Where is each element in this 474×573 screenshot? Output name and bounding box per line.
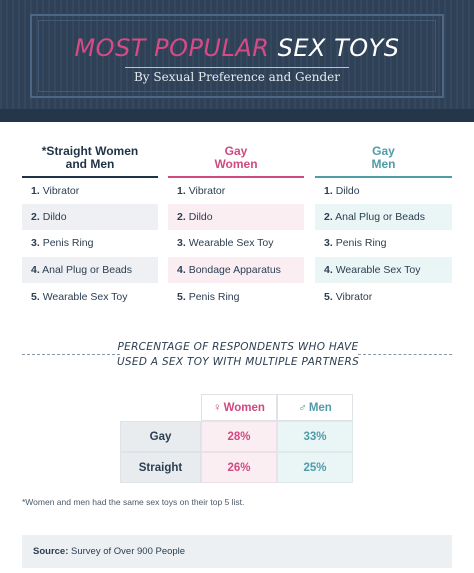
toy-label: Dildo [42, 211, 67, 223]
toy-label: Anal Plug or Beads [335, 211, 426, 223]
list-item: 4. Anal Plug or Beads [22, 257, 158, 283]
rank-number: 4. [324, 264, 333, 276]
rank-number: 1. [177, 185, 186, 197]
rank-number: 4. [177, 264, 186, 276]
column-heading-line: Men [371, 157, 396, 171]
column-heading-line: Gay [372, 144, 395, 158]
section-title-line: USED A SEX TOY WITH MULTIPLE PARTNERS [116, 356, 360, 368]
section-title: PERCENTAGE OF RESPONDENTS WHO HAVE USED … [110, 340, 366, 370]
rank-number: 3. [31, 237, 40, 249]
column-underline-gay-women [168, 176, 304, 178]
toy-label: Penis Ring [188, 291, 240, 303]
toy-label: Wearable Sex Toy [335, 264, 421, 276]
toy-label: Wearable Sex Toy [188, 237, 274, 249]
list-item: 1. Dildo [315, 178, 452, 204]
table-cell-women: 28% [201, 421, 277, 452]
table-cell-women: 26% [201, 452, 277, 483]
column-heading-line: Gay [224, 144, 248, 158]
rank-number: 5. [31, 291, 40, 303]
rank-number: 4. [31, 264, 40, 276]
female-icon: ♀ [213, 402, 222, 414]
page-subtitle: By Sexual Preference and Gender [133, 70, 340, 84]
list-item: 1. Vibrator [22, 178, 158, 204]
list-item: 1. Vibrator [168, 178, 304, 204]
rank-number: 2. [177, 211, 186, 223]
list-item: 4. Wearable Sex Toy [315, 257, 452, 283]
toy-label: Vibrator [335, 291, 373, 303]
table-cell-men: 25% [277, 452, 353, 483]
rank-number: 5. [324, 291, 333, 303]
rank-number: 5. [177, 291, 186, 303]
title-frame-outer [30, 14, 444, 98]
list-item: 5. Vibrator [315, 284, 452, 310]
content-card [0, 122, 474, 573]
toy-label: Dildo [335, 185, 360, 197]
table-header-label: Women [223, 402, 265, 414]
list-item: 5. Penis Ring [168, 284, 304, 310]
table-header-label: Men [308, 402, 332, 414]
title-part-1: MOST POPULAR [74, 34, 270, 62]
column-underline-straight [22, 176, 158, 178]
column-heading-line: *Straight Women [41, 144, 139, 158]
column-heading-straight: *Straight Women and Men [22, 145, 158, 175]
table-header-men: ♂ Men [277, 394, 353, 421]
title-frame-inner [38, 20, 436, 92]
list-item: 2. Dildo [168, 204, 304, 230]
table-header-women: ♀ Women [201, 394, 277, 421]
header-bottom-strip [0, 109, 474, 122]
column-heading-gay-women: Gay Women [168, 145, 304, 175]
title-divider [125, 67, 349, 68]
column-underline-gay-men [315, 176, 452, 178]
dashed-divider-left [22, 354, 120, 355]
rank-number: 3. [177, 237, 186, 249]
list-item: 3. Wearable Sex Toy [168, 230, 304, 256]
toy-label: Penis Ring [335, 237, 387, 249]
toy-label: Bondage Apparatus [188, 264, 281, 276]
male-icon: ♂ [298, 402, 307, 414]
rank-number: 1. [324, 185, 333, 197]
list-item: 3. Penis Ring [22, 230, 158, 256]
source-box: Source: Survey of Over 900 People [22, 535, 452, 568]
list-item: 2. Dildo [22, 204, 158, 230]
rank-number: 3. [324, 237, 333, 249]
list-item: 4. Bondage Apparatus [168, 257, 304, 283]
toy-label: Penis Ring [42, 237, 94, 249]
toy-label: Dildo [188, 211, 213, 223]
toy-label: Vibrator [42, 185, 80, 197]
list-item: 3. Penis Ring [315, 230, 452, 256]
column-heading-line: Women [214, 157, 258, 171]
table-row-label: Straight [120, 452, 201, 483]
toy-label: Vibrator [188, 185, 226, 197]
rank-number: 2. [31, 211, 40, 223]
toy-label: Wearable Sex Toy [42, 291, 128, 303]
source-text: Survey of Over 900 People [71, 546, 186, 557]
title-part-2: SEX TOYS [277, 34, 400, 62]
page-title: MOST POPULAR SEX TOYS [0, 34, 474, 62]
rank-number: 1. [31, 185, 40, 197]
toy-label: Anal Plug or Beads [42, 264, 133, 276]
source-label: Source: [33, 546, 69, 557]
list-item: 2. Anal Plug or Beads [315, 204, 452, 230]
footnote: *Women and men had the same sex toys on … [22, 497, 245, 507]
rank-number: 2. [324, 211, 333, 223]
dashed-divider-right [358, 354, 452, 355]
section-title-line: PERCENTAGE OF RESPONDENTS WHO HAVE [117, 341, 359, 353]
list-item: 5. Wearable Sex Toy [22, 284, 158, 310]
table-cell-men: 33% [277, 421, 353, 452]
table-row-label: Gay [120, 421, 201, 452]
column-heading-line: and Men [65, 157, 115, 171]
column-heading-gay-men: Gay Men [315, 145, 452, 175]
